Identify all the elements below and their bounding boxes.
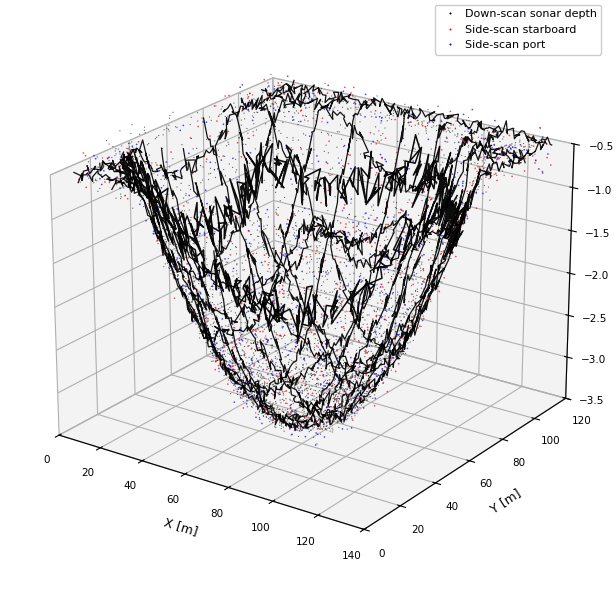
Y-axis label: Y [m]: Y [m] <box>488 487 524 516</box>
X-axis label: X [m]: X [m] <box>162 515 199 538</box>
Legend: Down-scan sonar depth, Side-scan starboard, Side-scan port: Down-scan sonar depth, Side-scan starboa… <box>435 5 601 54</box>
